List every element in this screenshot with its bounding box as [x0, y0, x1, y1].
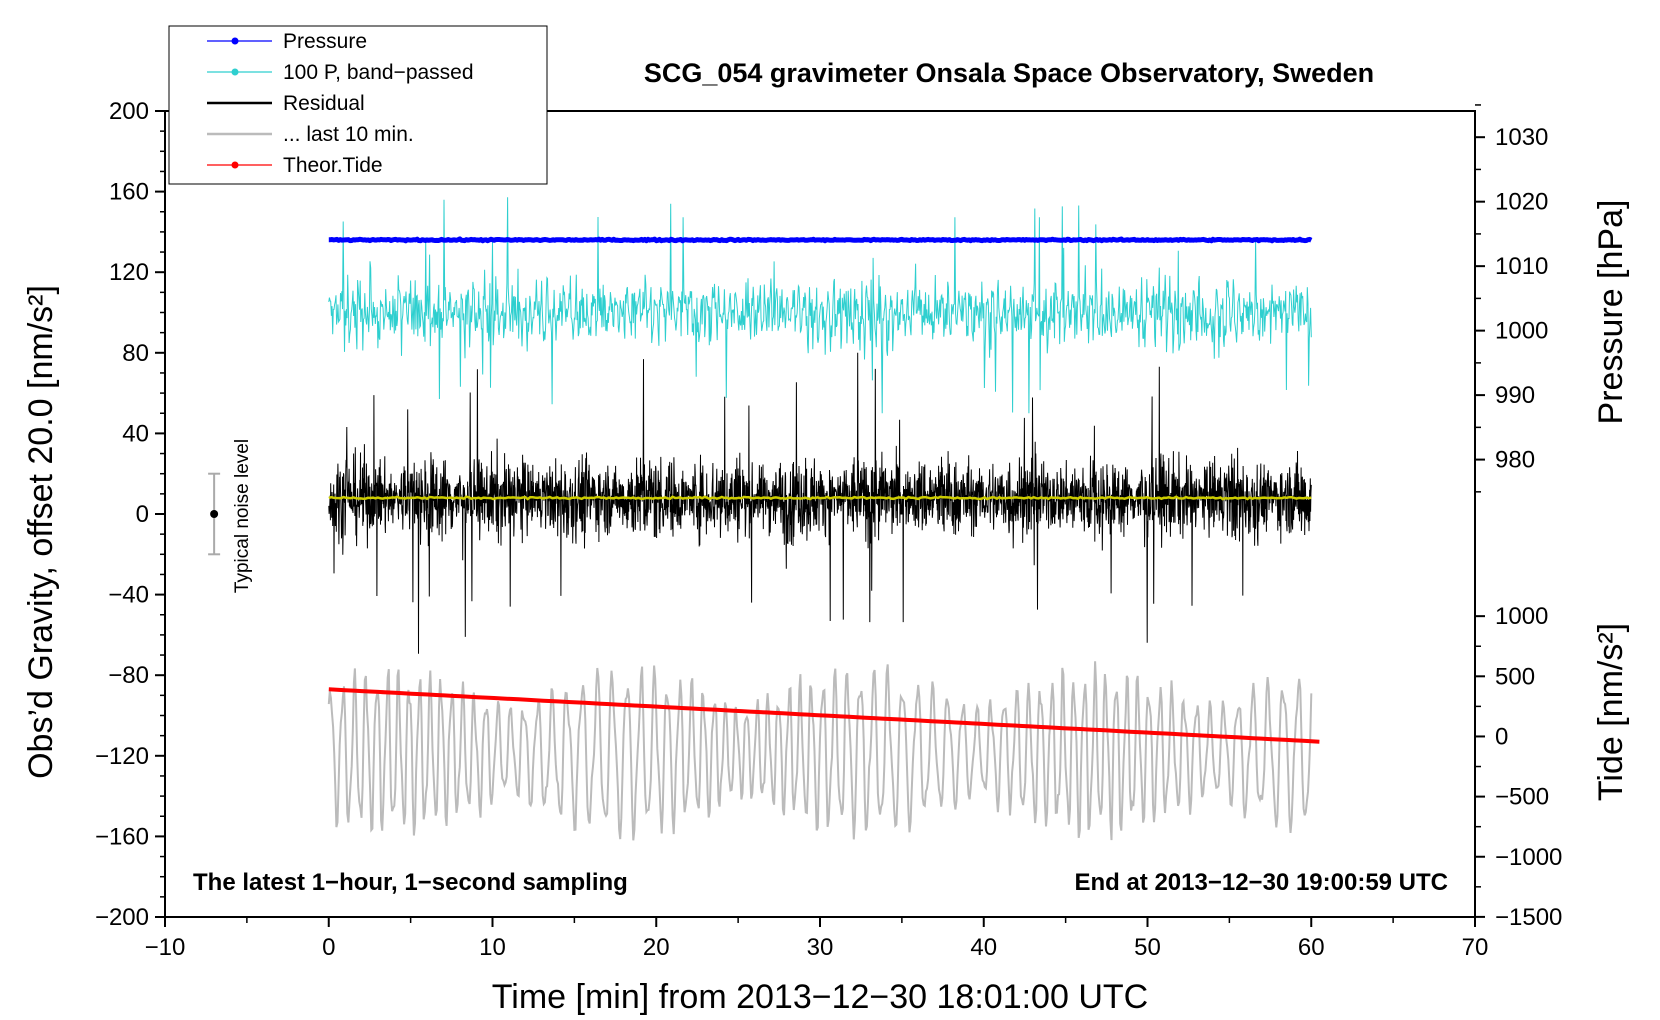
y-axis-title-tide: Tide [nm/s²] [1592, 623, 1630, 801]
legend: Pressure 100 P, band−passed Residual ... la… [168, 25, 548, 185]
y-axis-tide: −1500 −1000 −500 0 500 1000 [1475, 603, 1562, 931]
x-tick-label: 50 [1134, 934, 1161, 961]
y-tick-label: 120 [109, 259, 149, 286]
x-axis: −10 0 10 20 30 40 50 60 70 [145, 917, 1489, 961]
y-axis-gravity: −200 −160 −120 −80 −40 0 40 80 120 160 200 [95, 98, 165, 931]
y-tick-label: −40 [108, 582, 149, 609]
pressure-tick-label: 1010 [1495, 253, 1548, 280]
x-tick-label: 40 [970, 934, 997, 961]
series-residual-line [328, 352, 1312, 654]
pressure-tick-label: 980 [1495, 447, 1535, 474]
series-residual-mean-line [328, 495, 1312, 501]
tide-tick-label: −1500 [1495, 904, 1562, 931]
y-tick-label: −80 [108, 662, 149, 689]
y-tick-label: 160 [109, 179, 149, 206]
annotation-end-time: End at 2013−12−30 19:00:59 UTC [1074, 869, 1448, 896]
x-tick-label: −10 [145, 934, 186, 961]
noise-center-dot [210, 510, 219, 518]
x-tick-label: 20 [643, 934, 670, 961]
y-axis-pressure: 980 990 1000 1010 1020 1030 [1475, 104, 1548, 493]
y-tick-label: −120 [95, 743, 149, 770]
x-tick-label: 10 [479, 934, 506, 961]
x-axis-title: Time [min] from 2013−12−30 18:01:00 UTC [492, 978, 1148, 1016]
x-tick-label: 0 [322, 934, 335, 961]
y-tick-label: 0 [136, 501, 149, 528]
y-axis-title-gravity: Obs’d Gravity, offset 20.0 [nm/s²] [22, 285, 60, 779]
legend-box [168, 25, 548, 185]
legend-swatch-marker [231, 37, 239, 45]
pressure-tick-label: 1000 [1495, 318, 1548, 345]
x-tick-label: 60 [1298, 934, 1325, 961]
x-tick-label: 70 [1462, 934, 1489, 961]
legend-label: 100 P, band−passed [283, 61, 474, 84]
legend-label: Pressure [283, 30, 367, 53]
legend-label: ... last 10 min. [283, 123, 414, 146]
x-tick-label: 30 [807, 934, 834, 961]
noise-indicator-label: Typical noise level [232, 439, 253, 593]
y-tick-label: 40 [122, 420, 149, 447]
series-last10min-line [327, 661, 1313, 841]
tide-tick-label: 0 [1495, 723, 1508, 750]
legend-swatch-marker [231, 68, 239, 76]
legend-swatch-marker [231, 161, 239, 169]
y-tick-label: 80 [122, 340, 149, 367]
y-tick-label: 200 [109, 98, 149, 125]
tide-tick-label: 500 [1495, 663, 1535, 690]
chart-title: SCG_054 gravimeter Onsala Space Observat… [644, 58, 1374, 88]
annotation-sampling: The latest 1−hour, 1−second sampling [193, 869, 628, 896]
tide-tick-label: 1000 [1495, 603, 1548, 630]
series-theoretical-tide-line [328, 687, 1320, 744]
legend-label: Residual [283, 92, 365, 115]
y-axis-title-pressure: Pressure [hPa] [1592, 200, 1630, 425]
y-tick-label: −160 [95, 823, 149, 850]
tide-tick-label: −500 [1495, 784, 1549, 811]
pressure-tick-label: 1030 [1495, 124, 1548, 151]
y-tick-label: −200 [95, 904, 149, 931]
pressure-tick-label: 1020 [1495, 189, 1548, 216]
series-layer [327, 197, 1320, 841]
tide-tick-label: −1000 [1495, 844, 1562, 871]
legend-label: Theor.Tide [283, 154, 383, 177]
series-pressure-line [327, 236, 1313, 244]
pressure-tick-label: 990 [1495, 382, 1535, 409]
noise-indicator [208, 472, 221, 556]
